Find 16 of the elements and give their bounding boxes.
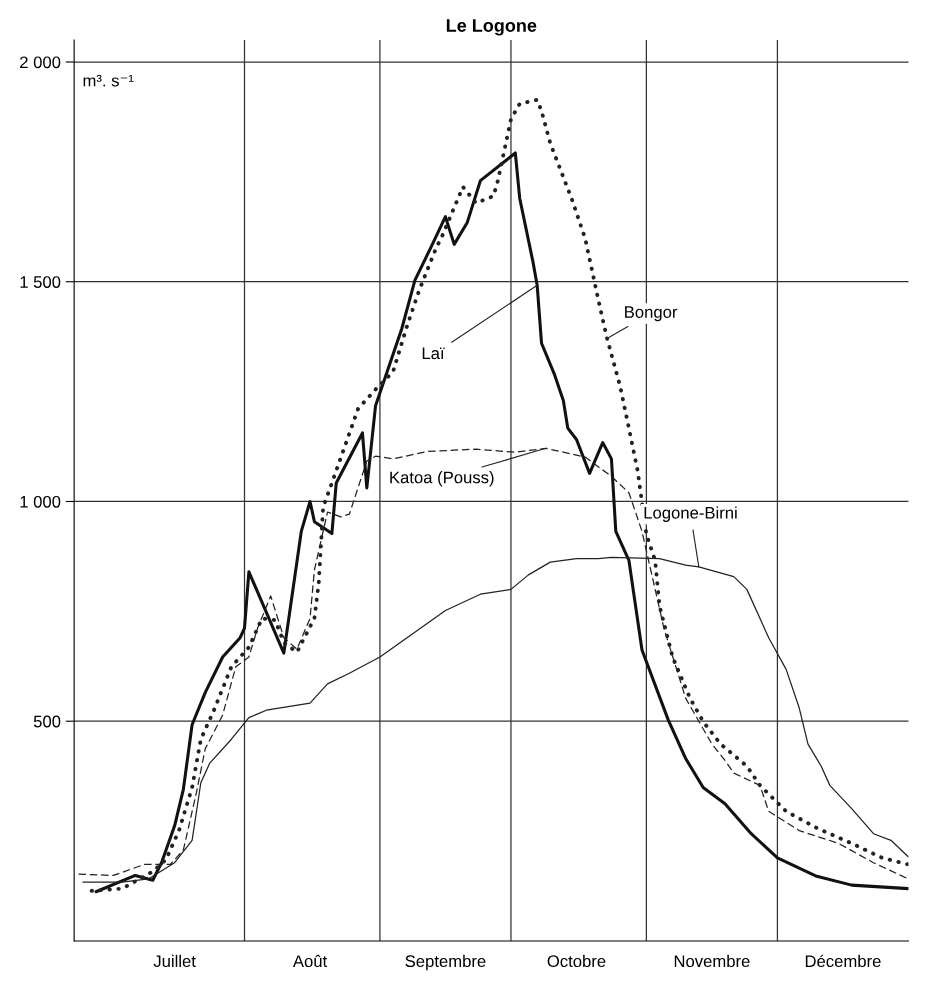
x-tick-label: Novembre xyxy=(674,954,750,968)
x-tick-label: Septembre xyxy=(405,954,486,971)
series-label: Bongor xyxy=(625,306,678,322)
x-tick-label: Décembre xyxy=(805,954,881,968)
y-tick-label: 1 500 xyxy=(20,276,61,288)
x-tick-label: Juillet xyxy=(153,954,196,968)
chart-title: Le Logone xyxy=(446,19,537,36)
x-tick-label: Août xyxy=(292,954,328,968)
y-tick-label: 500 xyxy=(33,715,61,728)
y-tick-label: 2 000 xyxy=(20,56,61,69)
y-tick-label: 1 000 xyxy=(20,495,61,508)
series-label: Laï xyxy=(422,347,445,360)
series-label: Katoa (Pouss) xyxy=(390,471,494,487)
text: Logone-Birni xyxy=(644,506,737,522)
x-tick-label: Octobre xyxy=(547,954,606,968)
y-axis-title: m³. s⁻¹ xyxy=(83,74,134,87)
